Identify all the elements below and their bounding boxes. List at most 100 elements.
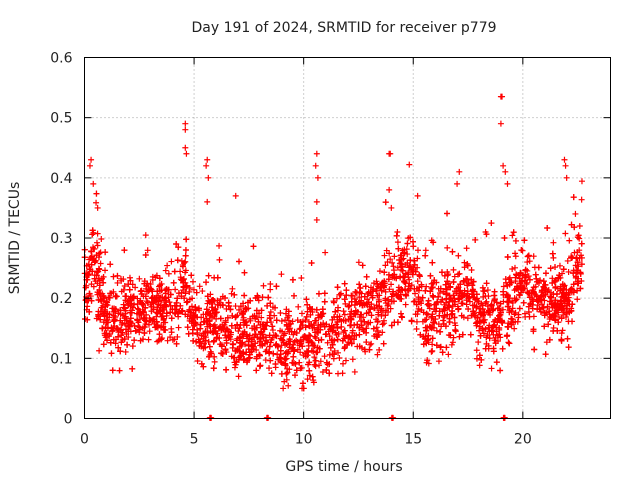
data-point	[449, 248, 456, 255]
data-point	[497, 367, 504, 374]
data-point	[243, 319, 250, 326]
data-point	[285, 382, 292, 389]
data-point	[359, 262, 366, 269]
data-point	[433, 342, 440, 349]
data-point	[241, 269, 248, 276]
data-point	[122, 348, 129, 355]
data-point	[394, 229, 401, 236]
data-point	[464, 288, 471, 295]
data-point	[441, 312, 448, 319]
data-point	[123, 326, 130, 333]
data-point	[568, 285, 575, 292]
data-point	[413, 301, 420, 308]
data-point	[90, 180, 97, 187]
data-point	[298, 275, 305, 282]
data-point	[375, 331, 382, 338]
data-point	[441, 272, 448, 279]
data-point	[280, 385, 287, 392]
data-point	[129, 365, 136, 372]
data-point	[304, 301, 311, 308]
data-point	[562, 314, 569, 321]
data-point	[162, 319, 169, 326]
data-point	[535, 264, 542, 271]
data-point	[112, 308, 119, 315]
data-point	[137, 288, 144, 295]
data-point	[549, 280, 556, 287]
data-point	[382, 312, 389, 319]
data-point	[433, 305, 440, 312]
data-point	[410, 243, 417, 250]
data-point	[112, 292, 119, 299]
data-point	[547, 293, 554, 300]
data-point	[190, 337, 197, 344]
data-point	[252, 340, 259, 347]
data-point	[301, 333, 308, 340]
data-point	[115, 310, 122, 317]
data-point	[545, 321, 552, 328]
data-point	[171, 310, 178, 317]
data-point	[305, 348, 312, 355]
data-point	[153, 272, 160, 279]
data-point	[552, 316, 559, 323]
data-point	[446, 298, 453, 305]
data-point	[165, 286, 172, 293]
data-point	[379, 329, 386, 336]
data-point	[167, 334, 174, 341]
data-point	[171, 268, 178, 275]
data-point	[430, 319, 437, 326]
data-point	[211, 358, 218, 365]
data-point	[117, 317, 124, 324]
data-point	[331, 351, 338, 358]
data-point	[440, 317, 447, 324]
data-point	[334, 284, 341, 291]
data-point	[183, 299, 190, 306]
data-point	[285, 308, 292, 315]
data-point	[552, 277, 559, 284]
data-point	[388, 322, 395, 329]
data-point	[135, 319, 142, 326]
data-point	[382, 262, 389, 269]
data-point	[488, 365, 495, 372]
data-point	[127, 309, 134, 316]
data-point	[526, 294, 533, 301]
data-point	[288, 345, 295, 352]
data-point	[525, 303, 532, 310]
data-point	[244, 299, 251, 306]
data-point	[111, 316, 118, 323]
data-point	[284, 326, 291, 333]
data-point	[478, 300, 485, 307]
data-point	[294, 317, 301, 324]
data-point	[135, 306, 142, 313]
data-point	[94, 230, 101, 237]
data-point	[397, 310, 404, 317]
data-point	[332, 308, 339, 315]
data-point	[354, 308, 361, 315]
data-point	[478, 356, 485, 363]
data-point	[428, 348, 435, 355]
data-point	[235, 373, 242, 380]
data-point	[284, 350, 291, 357]
data-point	[166, 299, 173, 306]
data-point	[361, 346, 368, 353]
data-point	[93, 190, 100, 197]
data-point	[136, 275, 143, 282]
data-point	[149, 317, 156, 324]
data-point	[546, 311, 553, 318]
data-point	[177, 268, 184, 275]
data-point	[177, 276, 184, 283]
data-point	[145, 336, 152, 343]
data-point	[121, 282, 128, 289]
data-point	[459, 300, 466, 307]
data-point	[266, 365, 273, 372]
data-point	[389, 259, 396, 266]
data-point	[174, 257, 181, 264]
data-point	[127, 318, 134, 325]
data-point	[466, 298, 473, 305]
data-point	[472, 236, 479, 243]
data-point	[319, 369, 326, 376]
data-point	[340, 308, 347, 315]
data-point	[408, 266, 415, 273]
data-point	[443, 295, 450, 302]
data-point	[406, 161, 413, 168]
data-point	[369, 288, 376, 295]
